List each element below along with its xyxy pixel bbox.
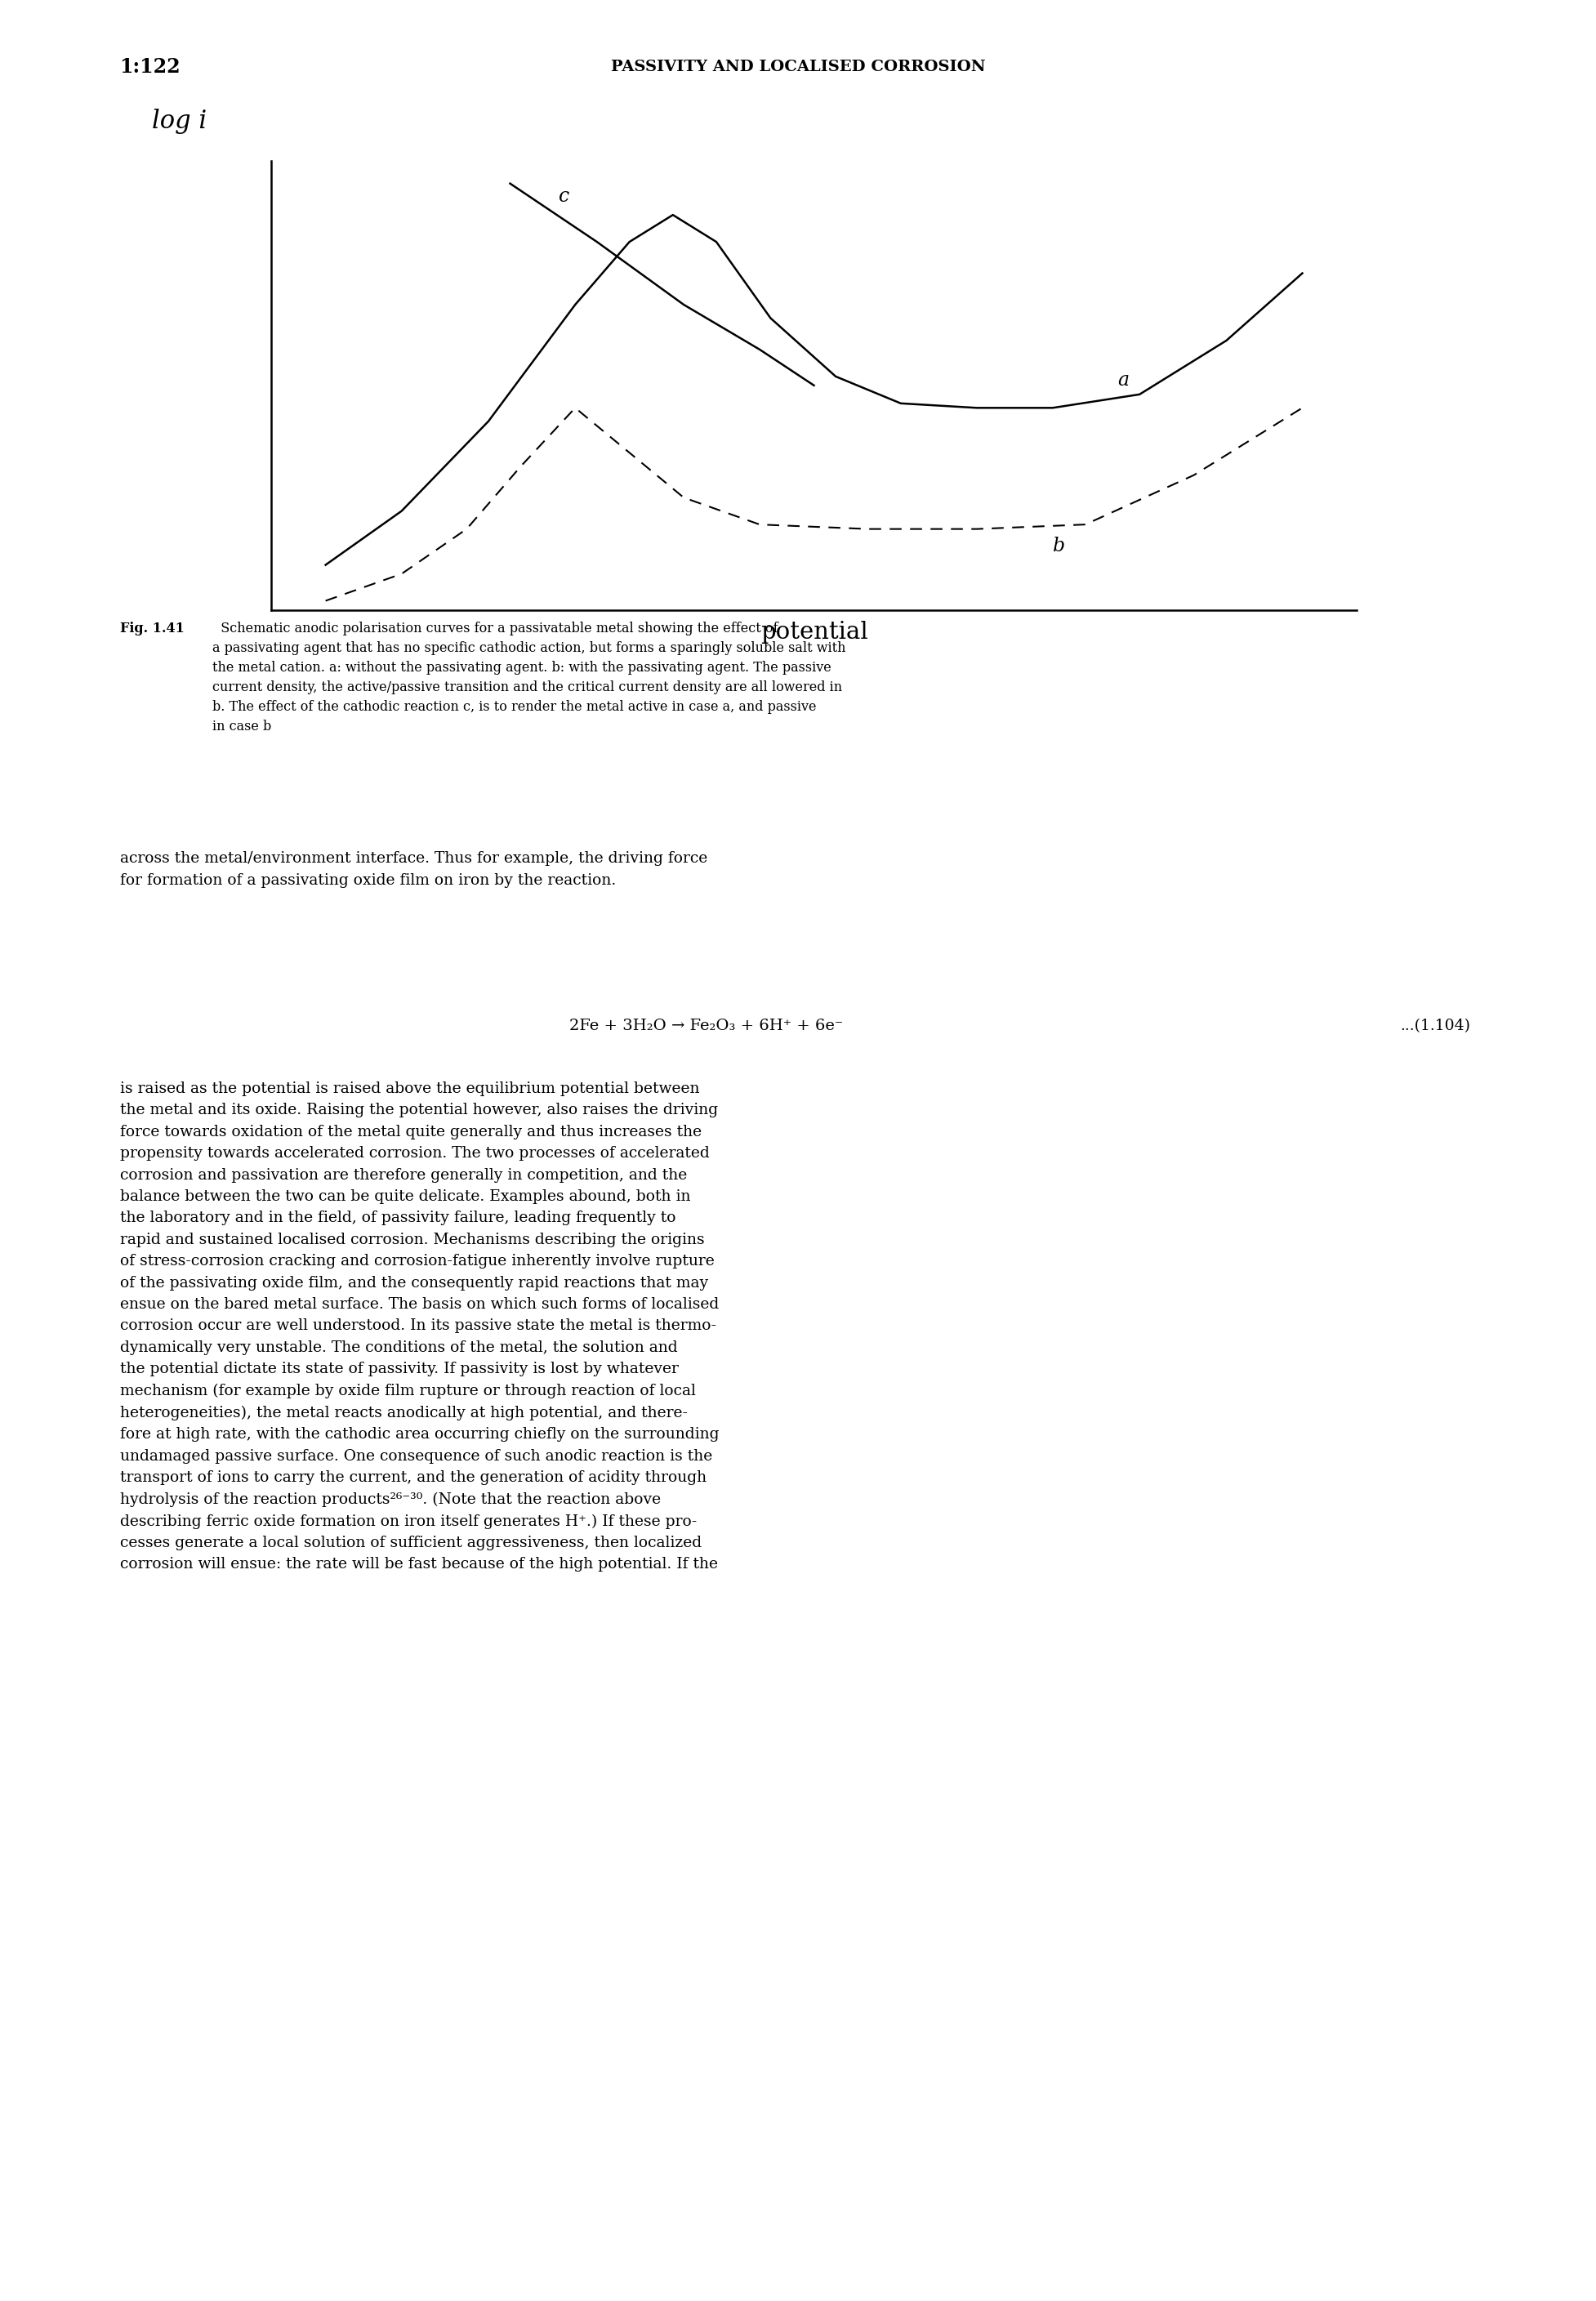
Text: 2Fe + 3H₂O → Fe₂O₃ + 6H⁺ + 6e⁻: 2Fe + 3H₂O → Fe₂O₃ + 6H⁺ + 6e⁻ <box>570 1019 843 1033</box>
Text: is raised as the potential is raised above the equilibrium potential between
the: is raised as the potential is raised abo… <box>120 1081 718 1572</box>
Text: across the metal/environment interface. Thus for example, the driving force
for : across the metal/environment interface. … <box>120 851 707 888</box>
Text: c: c <box>559 186 570 205</box>
X-axis label: potential: potential <box>760 621 868 644</box>
Text: log i: log i <box>152 108 207 133</box>
Text: ...(1.104): ...(1.104) <box>1400 1019 1470 1033</box>
Text: 1:122: 1:122 <box>120 58 180 76</box>
Text: b: b <box>1053 536 1065 555</box>
Text: Fig. 1.41: Fig. 1.41 <box>120 621 184 635</box>
Text: Schematic anodic polarisation curves for a passivatable metal showing the effect: Schematic anodic polarisation curves for… <box>212 621 846 734</box>
Text: PASSIVITY AND LOCALISED CORROSION: PASSIVITY AND LOCALISED CORROSION <box>611 60 985 74</box>
Text: a: a <box>1117 370 1130 389</box>
